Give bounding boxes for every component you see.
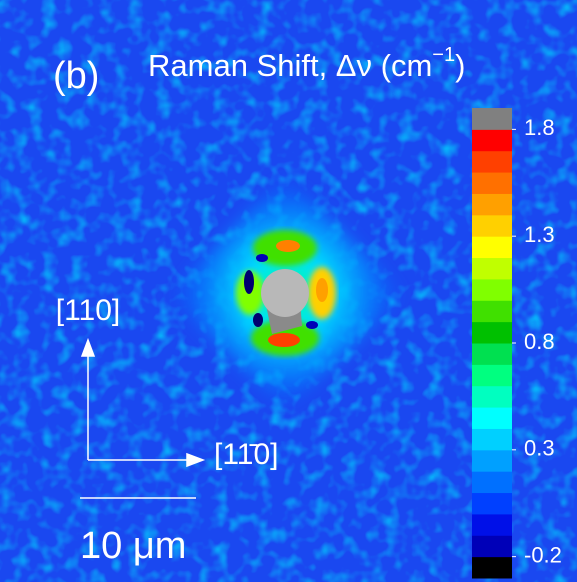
colorbar-segment: [472, 343, 512, 365]
colorbar-segment: [472, 172, 512, 194]
title-text: Raman Shift, Δν (cm: [148, 48, 432, 83]
colorbar-segment: [472, 257, 512, 280]
colorbar: -0.2 0.3 0.8 1.3 1.8: [472, 108, 562, 579]
colorbar-segment: [472, 129, 512, 152]
colorbar-segment: [472, 492, 512, 515]
low-spot: [244, 270, 254, 294]
low-spot: [306, 321, 318, 329]
colorbar-tick-label: 1.8: [524, 115, 555, 140]
colorbar-segment: [472, 428, 512, 451]
title-superscript: −1: [432, 44, 455, 66]
colorbar-segment: [472, 321, 512, 344]
colorbar-tick-label: -0.2: [524, 542, 562, 567]
defect-feature: [170, 175, 405, 410]
hot-spot: [268, 333, 300, 347]
colorbar-segment: [472, 535, 512, 558]
arrow-head: [186, 452, 206, 468]
colorbar-segment: [472, 407, 512, 429]
panel-label: (b): [53, 55, 99, 97]
colorbar-segment: [472, 193, 512, 216]
colorbar-segment: [472, 236, 512, 259]
colorbar-segment: [472, 385, 512, 408]
hot-spot: [276, 240, 300, 252]
colorbar-segment: [472, 278, 512, 301]
low-spot: [256, 254, 268, 262]
colorbar-segment: [472, 364, 512, 387]
colorbar-tick-label: 0.3: [524, 436, 555, 461]
title: Raman Shift, Δν (cm−1): [148, 44, 465, 83]
colorbar-segment: [472, 556, 512, 579]
colorbar-segment: [472, 513, 512, 536]
colorbar-tick-label: 1.3: [524, 222, 555, 247]
colorbar-segment: [472, 449, 512, 472]
colorbar-segment: [472, 150, 512, 173]
colorbar-segment: [472, 108, 512, 130]
axes-arrows: [80, 337, 206, 468]
indent: [261, 269, 309, 317]
colorbar-tick-label: 0.8: [524, 329, 555, 354]
arrow-head: [80, 337, 96, 357]
colorbar-segment: [472, 300, 512, 323]
direction-label: [11̄0]: [214, 438, 279, 471]
colorbar-segment: [472, 471, 512, 494]
colorbar-segment: [472, 214, 512, 237]
low-spot: [253, 313, 263, 327]
hot-spot: [316, 278, 328, 302]
direction-label: [110]: [56, 294, 121, 327]
title-end: ): [455, 48, 465, 83]
scale-bar-label: 10 μm: [80, 525, 186, 567]
